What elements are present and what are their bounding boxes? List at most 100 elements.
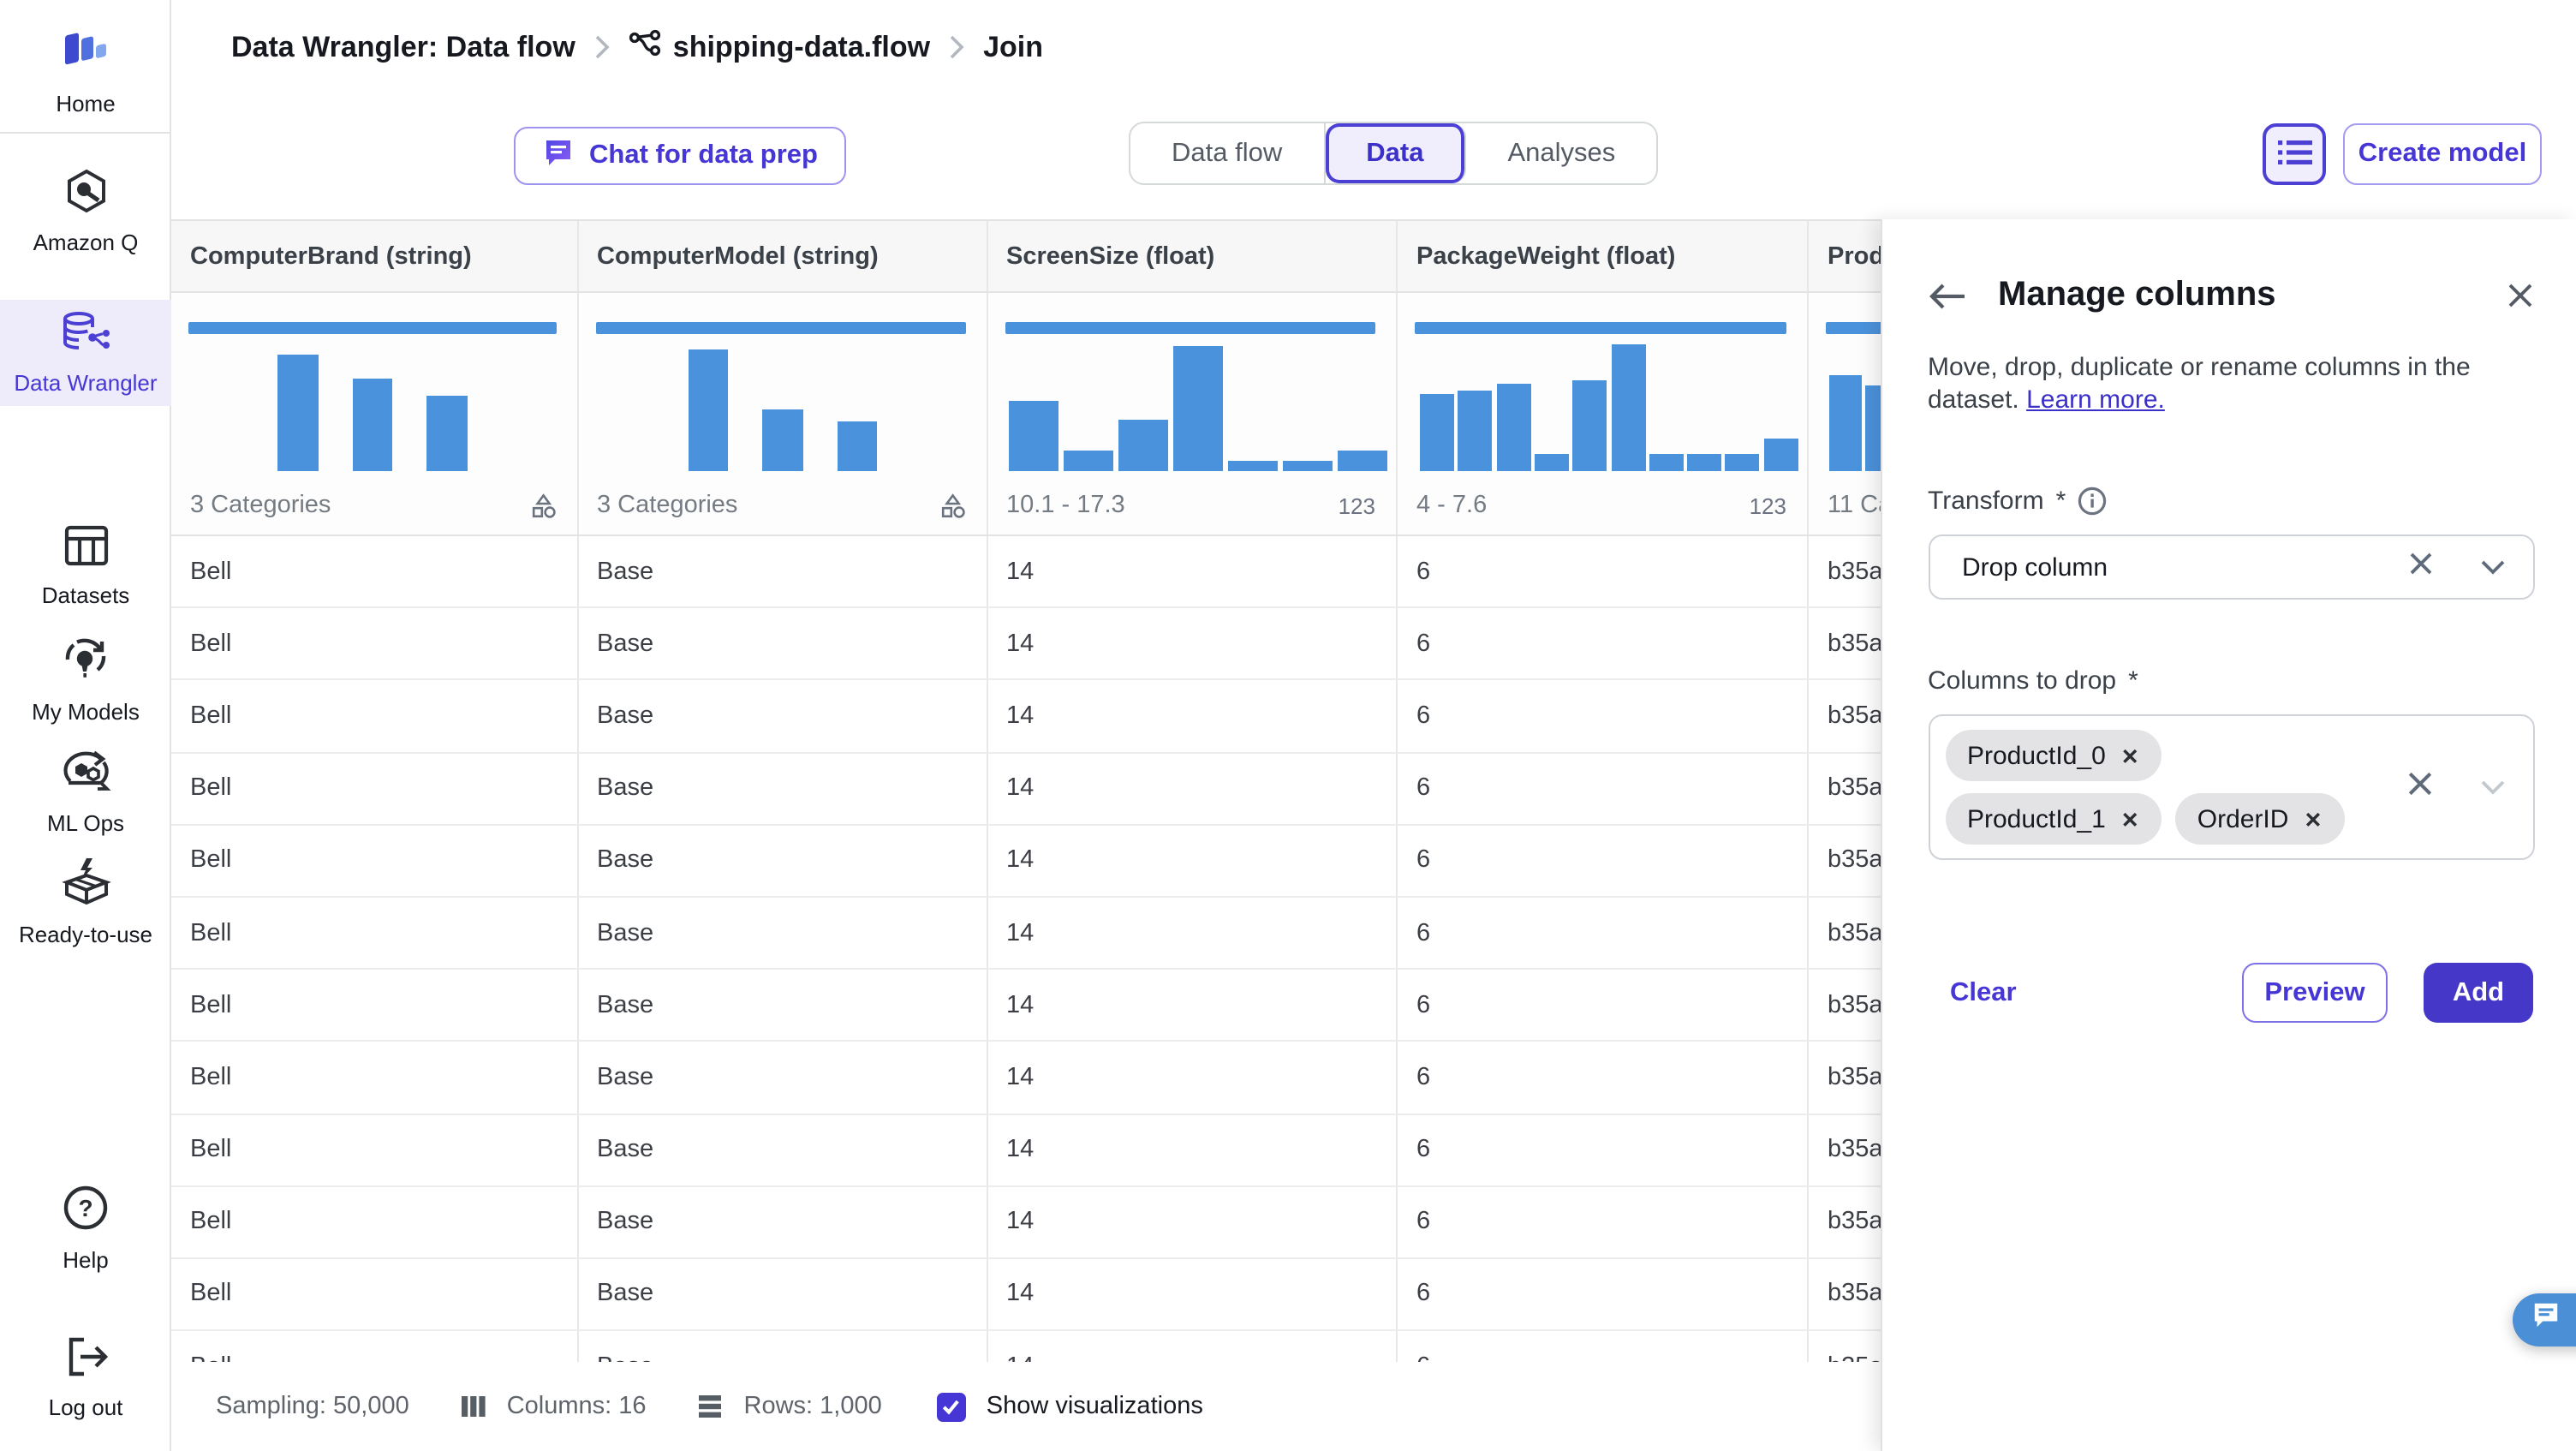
column-header-prod[interactable]: Prod	[1809, 221, 1881, 291]
table-cell: b35a	[1828, 774, 1881, 803]
histogram-bar	[1458, 391, 1493, 471]
sidebar-item-ready-to-use[interactable]: Ready-to-use	[0, 845, 171, 958]
create-model-button[interactable]: Create model	[2343, 123, 2542, 185]
transform-select[interactable]: Drop column	[1928, 534, 2535, 600]
chat-assistant-bubble[interactable]	[2513, 1293, 2576, 1346]
table-cell: 6	[1398, 608, 1809, 679]
data-quality-bar	[1415, 322, 1786, 334]
histogram-bar	[762, 409, 802, 471]
sampling-stat: Sampling: 50,000	[216, 1393, 409, 1420]
breadcrumb-flow-item[interactable]: shipping-data.flow	[629, 28, 930, 66]
preview-button[interactable]: Preview	[2242, 963, 2388, 1023]
table-cell: Base	[578, 970, 987, 1041]
learn-more-link[interactable]: Learn more.	[2026, 385, 2165, 415]
sidebar-item-help[interactable]: ? Help	[0, 1173, 171, 1283]
chevron-down-icon[interactable]	[2480, 772, 2506, 803]
table-cell: Base	[578, 1258, 987, 1330]
sidebar-item-datasets[interactable]: Datasets	[0, 514, 171, 618]
chevron-right-icon	[594, 34, 610, 60]
table-cell: 6	[1398, 1186, 1809, 1257]
table-cell: b35a	[1828, 630, 1881, 658]
table-cell: 6	[1398, 825, 1809, 896]
show-visualizations-checkbox[interactable]	[936, 1392, 966, 1421]
chevron-down-icon[interactable]	[2480, 552, 2506, 582]
table-cell: Bell	[171, 1331, 578, 1362]
columns-to-drop-label: Columns to drop *	[1928, 666, 2138, 696]
clear-all-tags-icon[interactable]	[2406, 769, 2434, 805]
remove-tag-icon[interactable]: ✕	[2120, 808, 2139, 832]
tag-productid_1[interactable]: ProductId_1 ✕	[1945, 793, 2162, 845]
clear-selection-icon[interactable]	[2408, 551, 2434, 583]
close-icon[interactable]	[2507, 283, 2533, 308]
remove-tag-icon[interactable]: ✕	[2120, 744, 2139, 768]
column-header-computermodel[interactable]: ComputerModel (string)	[578, 221, 987, 291]
chat-icon	[543, 136, 574, 176]
histogram-bar	[1496, 384, 1531, 471]
table-cell: 14	[987, 1042, 1398, 1113]
tab-data-flow[interactable]: Data flow	[1130, 123, 1326, 183]
column-header-screensize[interactable]: ScreenSize (float)	[987, 221, 1398, 291]
tab-data[interactable]: Data	[1325, 123, 1467, 183]
column-header-computerbrand[interactable]: ComputerBrand (string)	[171, 221, 578, 291]
sidebar-item-ml-ops[interactable]: ML Ops	[0, 737, 171, 846]
list-icon	[2277, 138, 2311, 170]
table-cell: Base	[578, 1331, 987, 1362]
help-icon: ?	[62, 1184, 110, 1240]
data-quality-bar	[1826, 322, 1881, 334]
column-histogram: 3 Categories	[578, 293, 987, 534]
histogram-bar	[1611, 344, 1645, 471]
table-cell: 14	[987, 753, 1398, 824]
histogram-bar	[1763, 439, 1798, 471]
chat-for-data-prep-button[interactable]: Chat for data prep	[514, 127, 847, 185]
column-header-packageweight[interactable]: PackageWeight (float)	[1398, 221, 1809, 291]
sidebar-item-my-models[interactable]: My Models	[0, 625, 171, 735]
transform-select-value: Drop column	[1962, 552, 2108, 582]
table-cell: Bell	[171, 1258, 578, 1330]
table-cell: b35a	[1828, 1208, 1881, 1236]
add-button[interactable]: Add	[2424, 963, 2533, 1023]
table-cell: 14	[987, 1331, 1398, 1362]
ml-ops-icon	[59, 747, 112, 803]
histogram-bar	[1687, 454, 1722, 471]
show-visualizations-label: Show visualizations	[986, 1393, 1203, 1420]
sidebar-item-amazon-q[interactable]: Amazon Q	[0, 158, 171, 266]
table-cell: Base	[578, 608, 987, 679]
tag-label: OrderID	[2197, 804, 2289, 833]
categorical-type-icon	[530, 493, 556, 519]
table-cell: Bell	[171, 608, 578, 679]
table-cell: b35a	[1828, 1063, 1881, 1091]
back-arrow-icon[interactable]	[1928, 282, 1965, 309]
sidebar-item-home[interactable]: Home	[0, 14, 171, 127]
column-summary: 10.1 - 17.3	[1006, 492, 1125, 519]
info-icon[interactable]	[2078, 487, 2107, 516]
table-cell: b35a	[1828, 702, 1881, 730]
column-summary: 11 Ca	[1828, 492, 1881, 519]
table-cell: 6	[1398, 753, 1809, 824]
clear-button[interactable]: Clear	[1950, 977, 2017, 1006]
chat-button-label: Chat for data prep	[589, 140, 818, 170]
column-header-label: PackageWeight (float)	[1416, 242, 1676, 270]
table-cell: b35a	[1828, 1136, 1881, 1164]
tag-label: ProductId_0	[1967, 741, 2106, 770]
sidebar-item-log-out[interactable]: Log out	[0, 1324, 171, 1430]
table-cell: Bell	[171, 753, 578, 824]
tag-productid_0[interactable]: ProductId_0 ✕	[1945, 730, 2162, 781]
status-bar: Sampling: 50,000 Columns: 16 Rows: 1,000…	[171, 1362, 1881, 1451]
columns-to-drop-select[interactable]: ProductId_0 ✕ ProductId_1 ✕ OrderID ✕	[1928, 714, 2535, 860]
panel-description: Move, drop, duplicate or rename columns …	[1928, 353, 2471, 415]
column-histogram: 10.1 - 17.3 123	[987, 293, 1398, 534]
remove-tag-icon[interactable]: ✕	[2304, 808, 2323, 832]
breadcrumb-root[interactable]: Data Wrangler: Data flow	[231, 30, 575, 63]
histogram-bar	[837, 421, 877, 471]
sidebar-item-data-wrangler[interactable]: Data Wrangler	[0, 300, 171, 406]
tag-orderid[interactable]: OrderID ✕	[2174, 793, 2345, 845]
columns-icon	[461, 1394, 486, 1418]
ready-to-use-icon	[59, 855, 112, 915]
tab-analyses[interactable]: Analyses	[1507, 138, 1616, 167]
column-histogram: 4 - 7.6 123	[1398, 293, 1809, 534]
steps-list-button[interactable]	[2263, 123, 2326, 185]
